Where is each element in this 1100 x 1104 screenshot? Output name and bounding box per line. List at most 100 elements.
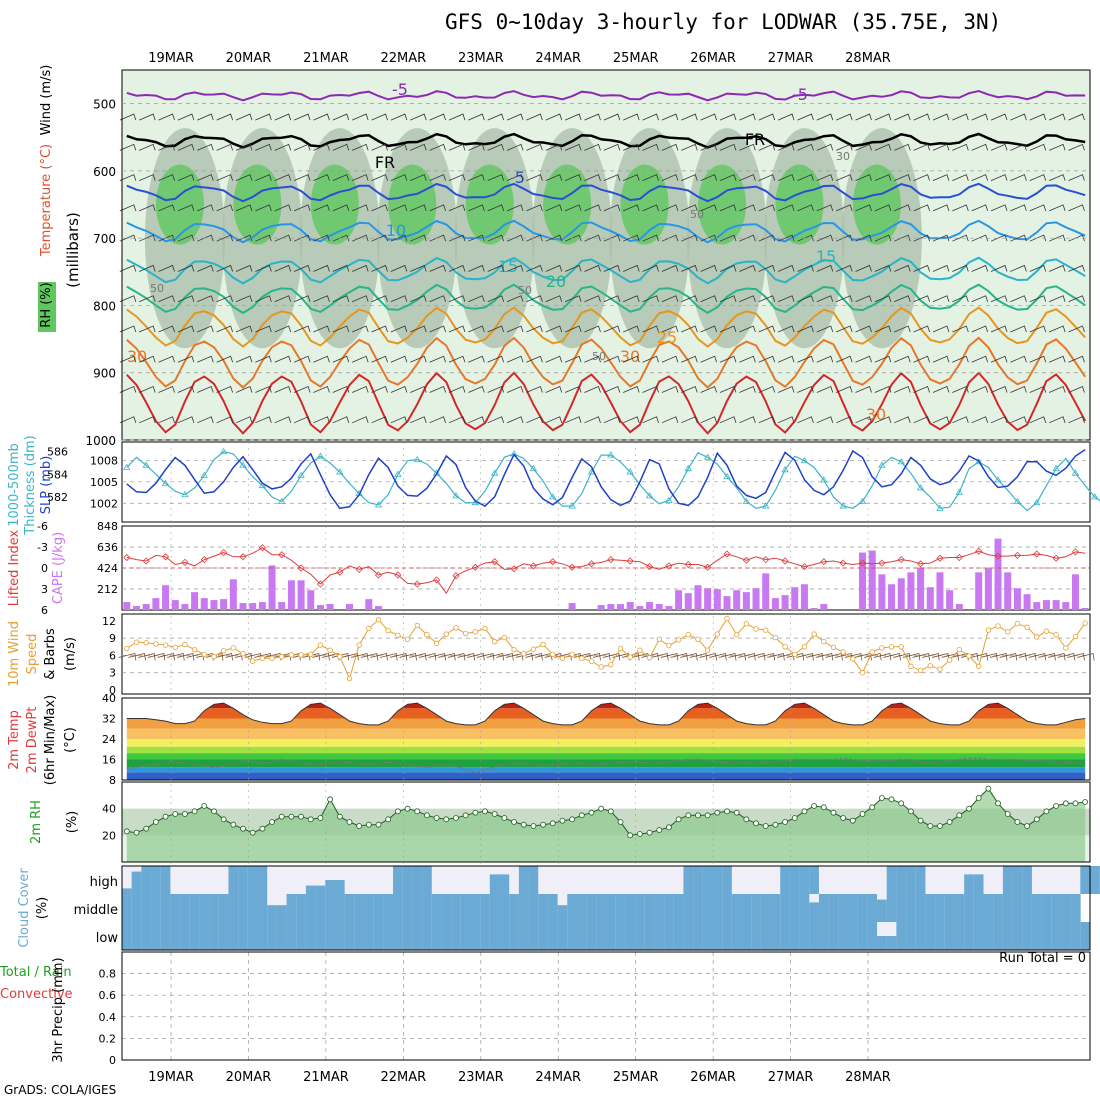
cloud-cell-bg <box>287 866 297 894</box>
cloud-cell <box>190 894 200 922</box>
wind-speed-marker <box>328 648 333 653</box>
cloud-cell <box>199 922 209 950</box>
rh-marker <box>211 809 216 814</box>
cloud-cell <box>306 922 316 950</box>
cloud-cell <box>461 894 471 922</box>
rh-marker <box>947 820 952 825</box>
cape-bar <box>636 606 643 610</box>
thickness-axis-label: 1000-500mb <box>7 443 22 527</box>
cloud-cell <box>712 866 722 894</box>
rh-marker <box>347 820 352 825</box>
rh-marker <box>715 810 720 815</box>
cape-bar <box>317 605 324 610</box>
wind-speed-marker <box>609 662 614 667</box>
cloud-cell <box>645 894 655 922</box>
precip-tick-label: 0 <box>109 1054 116 1067</box>
cloud-cell-bg <box>296 866 306 894</box>
rh-marker <box>1083 800 1088 805</box>
rh-marker <box>299 814 304 819</box>
wind-speed-marker <box>279 654 284 659</box>
wind-speed-marker <box>396 633 401 638</box>
cloud-cell <box>974 922 984 950</box>
wind-speed-marker <box>763 628 768 633</box>
cloud-cell <box>122 894 132 922</box>
rh-marker <box>841 816 846 821</box>
cloud-cell <box>771 922 781 950</box>
cloud-cell <box>180 922 190 950</box>
rh-marker <box>599 806 604 811</box>
rh-marker <box>289 814 294 819</box>
wind-speed-marker <box>550 652 555 657</box>
cape-tick-label: 424 <box>97 562 118 575</box>
cloud-cell <box>896 922 906 950</box>
rh-high-area <box>853 165 901 245</box>
cape-bar <box>907 572 914 610</box>
wind-speed-marker <box>889 645 894 650</box>
isotherm-label: 30 <box>866 405 886 424</box>
cape-bar <box>210 600 217 610</box>
isotherm-label: -5 <box>792 85 808 104</box>
cloud-cell <box>238 866 248 894</box>
cloud-cell <box>625 894 635 922</box>
rh-marker <box>512 820 517 825</box>
cloud-cell <box>1013 894 1023 922</box>
cloud-cell <box>809 902 819 922</box>
wind-speed-marker <box>754 627 759 632</box>
wind-speed-marker <box>696 637 701 642</box>
cloud-cell <box>674 894 684 922</box>
cape-bar <box>927 587 934 610</box>
cloud-cell <box>838 894 848 922</box>
precip-tick-label: 0.2 <box>99 1032 117 1045</box>
rh-marker <box>986 786 991 791</box>
temperature-color-band <box>122 747 1090 753</box>
cloud-cell <box>1022 894 1032 922</box>
lifted-index-axis-label: Lifted Index <box>7 529 22 606</box>
wind-speed-marker <box>773 635 778 640</box>
cloud-cell <box>151 894 161 922</box>
rh-marker <box>308 817 313 822</box>
cloud-cell-bg <box>374 866 384 894</box>
cape-bar <box>201 598 208 610</box>
rh-marker <box>328 797 333 802</box>
date-label-top: 19MAR <box>148 51 194 66</box>
cape-tick-label: 212 <box>97 583 118 596</box>
lifted-index-tick-label: -3 <box>37 541 48 554</box>
rh-marker <box>550 821 555 826</box>
minmax-axis-label: (6hr Min/Max) <box>43 695 58 785</box>
cloud-cell <box>809 866 819 894</box>
slp-tick-label: 1005 <box>90 476 118 489</box>
cloud-cell <box>258 866 268 894</box>
rh-marker <box>860 812 865 817</box>
rh-marker <box>725 809 730 814</box>
cape-bar <box>801 584 808 610</box>
cloud-cell <box>683 894 693 922</box>
date-label-top: 25MAR <box>613 51 659 66</box>
cloud-cell <box>248 922 258 950</box>
cape-bar <box>1014 588 1021 610</box>
cloud-cell <box>664 894 674 922</box>
cloud-cell-bg <box>848 866 858 894</box>
cloud-cell <box>654 922 664 950</box>
wind-speed-marker <box>705 648 710 653</box>
cape-bar <box>278 602 285 610</box>
cloud-cell <box>693 866 703 894</box>
wind-speed-marker <box>531 647 536 652</box>
cape-bar <box>327 604 334 610</box>
rh-marker <box>686 813 691 818</box>
date-label-bottom: 19MAR <box>148 1070 194 1085</box>
cape-bar <box>656 604 663 610</box>
cloud-cell <box>722 894 732 922</box>
wind-speed-marker <box>347 676 352 681</box>
cloud-cell <box>993 894 1003 922</box>
cape-bar <box>820 604 827 610</box>
lifted-index-tick-label: -6 <box>37 520 48 533</box>
cloud-cell <box>887 894 897 922</box>
precip-panel-frame <box>122 952 1090 1060</box>
cloud-cell-bg <box>1071 866 1081 894</box>
wind-speed-marker <box>1044 629 1049 634</box>
cloud-cell <box>393 894 403 922</box>
cloud-cell <box>761 894 771 922</box>
wind-speed-marker <box>560 656 565 661</box>
cloud-cell <box>374 922 384 950</box>
